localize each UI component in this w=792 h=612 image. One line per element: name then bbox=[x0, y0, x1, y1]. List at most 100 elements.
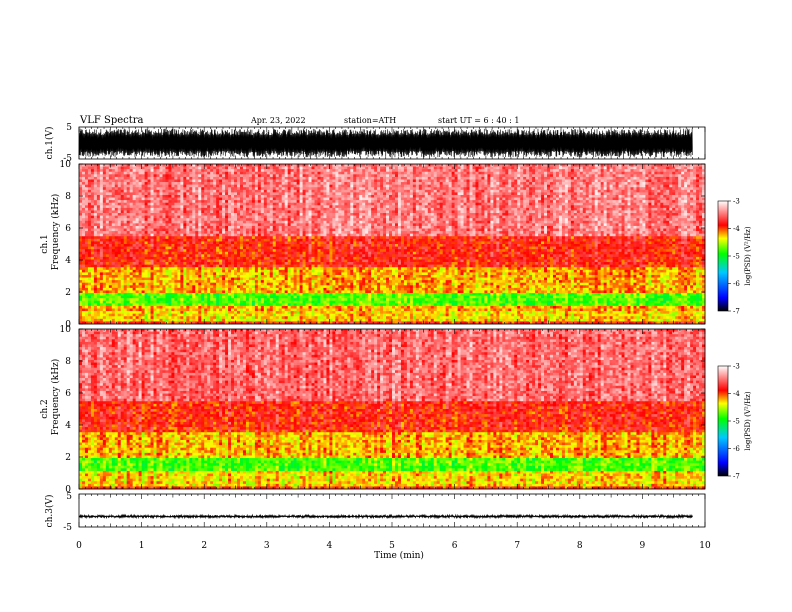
ch1-spectrogram-cell bbox=[249, 177, 252, 180]
ch1-spectrogram-cell bbox=[613, 167, 616, 170]
ch1-spectrogram-cell bbox=[151, 174, 154, 177]
ch1-spectrogram-cell bbox=[380, 179, 383, 182]
ch1-spectrogram-cell bbox=[630, 177, 633, 180]
ch1-spectrogram-cell bbox=[219, 169, 222, 172]
ch1-spectrogram-cell bbox=[165, 167, 168, 170]
ch1-spectrogram-cell bbox=[240, 172, 243, 175]
ch1-spectrogram-cell bbox=[165, 164, 168, 167]
ch1-spectrogram-cell bbox=[85, 179, 88, 182]
ch1-spectrogram-cell bbox=[467, 169, 470, 172]
ch1-spectrogram-cell bbox=[619, 164, 622, 167]
ch1-spectrogram-cell bbox=[273, 169, 276, 172]
ch1-spectrogram-cell bbox=[368, 174, 371, 177]
ch1-spectrogram-cell bbox=[264, 182, 267, 185]
ch1-spectrogram-cell bbox=[526, 167, 529, 170]
ch1-spectrogram-cell bbox=[106, 169, 109, 172]
ch1-spectrogram-cell bbox=[145, 167, 148, 170]
ch1-spectrogram-cell bbox=[389, 174, 392, 177]
ch1-spectrogram-cell bbox=[151, 177, 154, 180]
ch1-spectrogram-cell bbox=[216, 182, 219, 185]
ch1-spectrogram-cell bbox=[192, 164, 195, 167]
ch1-spectrogram-cell bbox=[323, 167, 326, 170]
ch1-spectrogram-cell bbox=[434, 172, 437, 175]
ch1-spectrogram-cell bbox=[583, 172, 586, 175]
ch1-spectrogram-cell bbox=[446, 177, 449, 180]
ch1-spectrogram-cell bbox=[428, 167, 431, 170]
ch1-spectrogram-cell bbox=[127, 164, 130, 167]
ch1-spectrogram-cell bbox=[320, 177, 323, 180]
ch1-spectrogram-cell bbox=[282, 169, 285, 172]
ch1-spectrogram-cell bbox=[392, 167, 395, 170]
ch1-spectrogram-cell bbox=[437, 179, 440, 182]
ch1-spectrogram-cell bbox=[478, 172, 481, 175]
ch1-spectrogram-cell bbox=[288, 182, 291, 185]
ch1-spectrogram-cell bbox=[237, 172, 240, 175]
ch1-spectrogram-cell bbox=[159, 177, 162, 180]
ch1-spectrogram-cell bbox=[258, 182, 261, 185]
ch1-spectrogram-cell bbox=[335, 174, 338, 177]
ch1-spectrogram-cell bbox=[428, 169, 431, 172]
ch1-spectrogram-cell bbox=[192, 172, 195, 175]
ch1-spectrogram-cell bbox=[85, 167, 88, 170]
ch1-spectrogram-cell bbox=[168, 164, 171, 167]
ch1-spectrogram-cell bbox=[335, 167, 338, 170]
ch1-spectrogram-cell bbox=[347, 174, 350, 177]
vlf-spectra-figure: VLF Spectra Apr. 23, 2022 station=ATH st… bbox=[0, 0, 792, 612]
ch1-spectrogram-cell bbox=[332, 172, 335, 175]
ch1-spectrogram-cell bbox=[431, 174, 434, 177]
ch1-spectrogram-cell bbox=[371, 169, 374, 172]
ch1-spectrogram-cell bbox=[201, 182, 204, 185]
ch1-spectrogram-cell bbox=[481, 164, 484, 167]
ch1-spectrogram-cell bbox=[630, 179, 633, 182]
ch1-spectrogram-cell bbox=[261, 174, 264, 177]
ch1-spectrogram-cell bbox=[699, 167, 702, 170]
ch1-spectrogram-cell bbox=[228, 174, 231, 177]
ch1-spectrogram-cell bbox=[183, 182, 186, 185]
ch1-spectrogram-cell bbox=[413, 164, 416, 167]
ch1-spectrogram-cell bbox=[198, 182, 201, 185]
ch1-spectrogram-cell bbox=[225, 169, 228, 172]
ch1-spectrogram-cell bbox=[472, 172, 475, 175]
ch1-spectrogram-cell bbox=[353, 179, 356, 182]
ch1-spectrogram-cell bbox=[541, 172, 544, 175]
ch1-spectrogram-cell bbox=[377, 177, 380, 180]
ch1-spectrogram-cell bbox=[633, 179, 636, 182]
ch1-spectrogram-cell bbox=[568, 179, 571, 182]
ch1-spectrogram-cell bbox=[607, 169, 610, 172]
ch1-spectrogram-cell bbox=[374, 179, 377, 182]
ch1-spectrogram-cell bbox=[136, 169, 139, 172]
ch1-spectrogram-cell bbox=[610, 179, 613, 182]
ch1-spectrogram-cell bbox=[243, 167, 246, 170]
ch1-spectrogram-cell bbox=[79, 174, 82, 177]
ch1-spectrogram-cell bbox=[696, 169, 699, 172]
ch1-spectrogram-cell bbox=[669, 179, 672, 182]
ch1-spectrogram-cell bbox=[505, 179, 508, 182]
ch1-spectrogram-cell bbox=[607, 177, 610, 180]
ch1-spectrogram-cell bbox=[374, 174, 377, 177]
ch1-spectrogram-cell bbox=[282, 167, 285, 170]
ch1-spectrogram-cell bbox=[574, 179, 577, 182]
ch1-spectrogram-cell bbox=[475, 179, 478, 182]
ch1-spectrogram-cell bbox=[544, 169, 547, 172]
ch1-spectrogram-cell bbox=[508, 177, 511, 180]
ch1-spectrogram-cell bbox=[532, 169, 535, 172]
ch1-spectrogram-cell bbox=[317, 172, 320, 175]
ch1-spectrogram-cell bbox=[264, 169, 267, 172]
ch1-spectrogram-cell bbox=[529, 179, 532, 182]
ch1-spectrogram-cell bbox=[601, 164, 604, 167]
ch1-spectrogram-cell bbox=[693, 172, 696, 175]
ch1-spectrogram-cell bbox=[130, 169, 133, 172]
ch1-spectrogram-cell bbox=[699, 169, 702, 172]
ch1-spectrogram-cell bbox=[505, 174, 508, 177]
ch1-spectrogram-cell bbox=[234, 179, 237, 182]
ch1-spectrogram-cell bbox=[368, 172, 371, 175]
ch1-spectrogram-cell bbox=[413, 167, 416, 170]
ch1-spectrogram-cell bbox=[461, 169, 464, 172]
ch1-spectrogram-cell bbox=[434, 177, 437, 180]
ch1-spectrogram-cell bbox=[651, 172, 654, 175]
ch1-spectrogram-cell bbox=[297, 174, 300, 177]
ch1-spectrogram-cell bbox=[389, 172, 392, 175]
ch1-spectrogram-cell bbox=[589, 179, 592, 182]
ch1-spectrogram-cell bbox=[425, 174, 428, 177]
ch1-spectrogram-cell bbox=[288, 164, 291, 167]
